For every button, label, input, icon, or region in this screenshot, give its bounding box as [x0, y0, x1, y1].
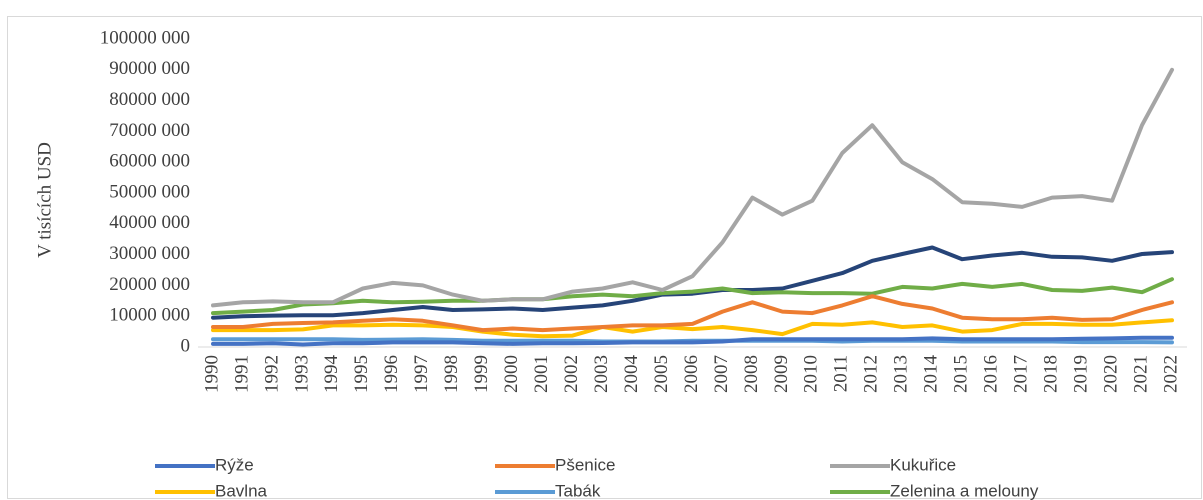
x-tick-label: 2021 [1130, 355, 1151, 393]
y-axis-label: V tisících USD [34, 142, 55, 258]
x-tick-label: 1997 [411, 355, 432, 393]
x-tick-label: 2011 [831, 355, 852, 392]
y-tick-label: 40000 000 [109, 212, 190, 233]
series-line [211, 277, 1174, 316]
y-tick-label: 20000 000 [109, 274, 190, 295]
x-tick-label: 1990 [201, 355, 222, 393]
y-tick-label: 100000 000 [100, 27, 190, 48]
legend-label: Pšenice [555, 455, 615, 474]
x-tick-label: 1993 [291, 355, 312, 393]
legend-label: Rýže [215, 455, 254, 474]
x-tick-label: 2009 [771, 355, 792, 393]
x-tick-label: 1994 [321, 355, 342, 394]
x-tick-label: 2016 [981, 355, 1002, 393]
x-tick-label: 2006 [681, 355, 702, 393]
x-tick-label: 2018 [1040, 355, 1061, 393]
x-tick-label: 2013 [891, 355, 912, 393]
y-tick-label: 50000 000 [109, 181, 190, 202]
x-tick-label: 2014 [921, 355, 942, 394]
x-tick-label: 2020 [1100, 355, 1121, 393]
x-tick-label: 1999 [471, 355, 492, 393]
x-tick-label: 2017 [1011, 355, 1032, 393]
x-tick-label: 2000 [501, 355, 522, 393]
x-tick-label: 1995 [351, 355, 372, 393]
y-tick-label: 10000 000 [109, 305, 190, 326]
y-tick-label: 60000 000 [109, 151, 190, 172]
x-tick-label: 2019 [1070, 355, 1091, 393]
x-tick-label: 2002 [561, 355, 582, 393]
y-tick-label: 70000 000 [109, 120, 190, 141]
x-tick-label: 2001 [531, 355, 552, 393]
legend-label: Kukuřice [890, 455, 956, 474]
legend-label: Bavlna [215, 481, 268, 500]
x-tick-label: 1996 [381, 355, 402, 393]
x-tick-label: 1998 [441, 355, 462, 393]
x-tick-label: 2010 [801, 355, 822, 393]
series-line [211, 67, 1174, 308]
x-tick-label: 2022 [1160, 355, 1181, 393]
x-tick-label: 2012 [861, 355, 882, 393]
series-line [211, 245, 1174, 320]
series-line [211, 318, 1174, 339]
series-line [211, 294, 1174, 333]
x-tick-label: 2007 [711, 355, 732, 393]
chart-frame [7, 16, 1202, 499]
y-tick-label: 0 [181, 335, 191, 356]
x-tick-label: 2005 [651, 355, 672, 393]
legend-label: Tabák [555, 481, 601, 500]
x-tick-label: 2015 [951, 355, 972, 393]
x-tick-label: 1991 [231, 355, 252, 393]
legend-label: Zelenina a melouny [890, 481, 1039, 500]
x-tick-label: 2008 [741, 355, 762, 393]
y-tick-label: 90000 000 [109, 58, 190, 79]
y-tick-label: 30000 000 [109, 243, 190, 264]
series-line [211, 335, 1174, 347]
x-tick-label: 2003 [591, 355, 612, 393]
x-tick-label: 2004 [621, 355, 642, 394]
x-tick-label: 1992 [261, 355, 282, 393]
y-tick-label: 80000 000 [109, 89, 190, 110]
